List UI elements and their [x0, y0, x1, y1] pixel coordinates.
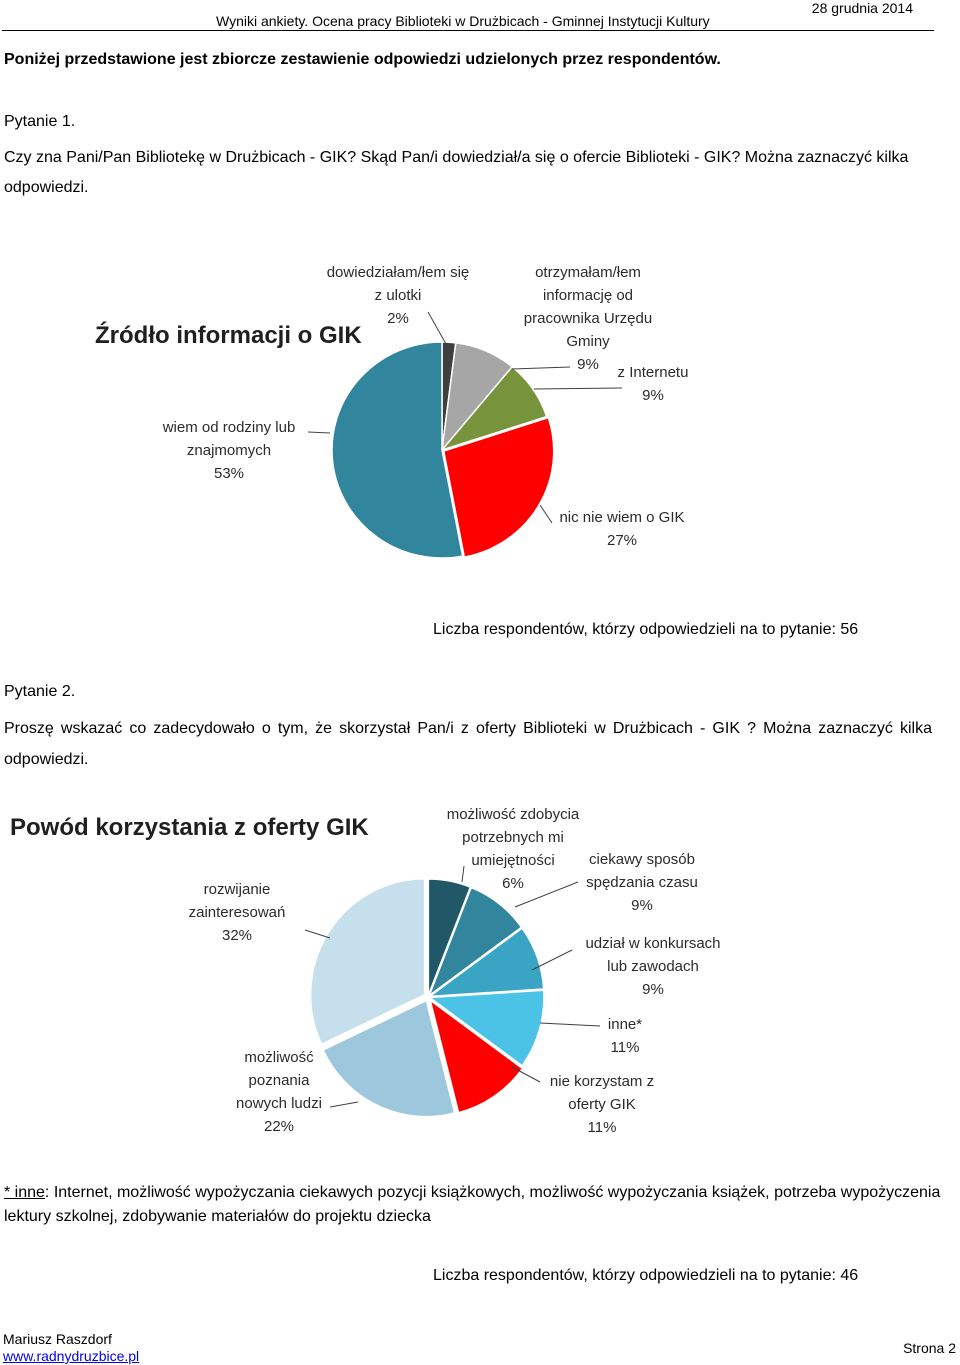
chart-2-data-label-3: inne* 11% — [608, 1016, 642, 1056]
header-divider — [2, 30, 934, 31]
chart-1-data-label-2: z Internetu 9% — [618, 364, 689, 404]
chart-2-leader-line-3 — [539, 1022, 601, 1027]
chart-2-leader-line-1 — [514, 881, 579, 908]
chart-1-leader-line-0 — [427, 311, 447, 345]
chart-reason-for-using-offer: Powód korzystania z oferty GIK możliwość… — [10, 806, 721, 1136]
chart-2-leader-line-4 — [511, 1066, 541, 1083]
question-1-text: Czy zna Pani/Pan Bibliotekę w Drużbicach… — [4, 149, 909, 196]
chart-1-data-label-0: dowiedziałam/łem się z ulotki 2% — [327, 264, 470, 327]
question-2-title: Pytanie 2. — [4, 683, 76, 700]
chart-2-slice-6 — [309, 878, 426, 1046]
chart-1-slice-4 — [331, 341, 464, 559]
chart-2-data-label-1: ciekawy sposób spędzania czasu 9% — [586, 851, 698, 914]
chart-2-data-label-0: możliwość zdobycia potrzebnych mi umiejętn… — [447, 806, 580, 892]
chart-2-data-label-2: udział w konkursach lub zawodach 9% — [585, 935, 720, 998]
footer-website-link[interactable]: www.radnydruzbice.pl — [3, 1348, 140, 1364]
chart-2-data-label-5: możliwość poznania nowych ludzi 22% — [236, 1049, 322, 1135]
chart-2-slice-4 — [429, 998, 524, 1114]
chart-1-slice-3 — [442, 416, 555, 558]
footnote-text: : Internet, możliwość wypożyczania cieka… — [4, 1184, 941, 1225]
footnote: * inne: Internet, możliwość wypożyczania… — [4, 1181, 944, 1229]
chart-2-data-label-4: nie korzystam z oferty GIK 11% — [550, 1073, 654, 1136]
footer-author: Mariusz Raszdorf — [3, 1331, 112, 1347]
chart-2-slice-5 — [322, 999, 456, 1118]
question-2-respondent-count: Liczba respondentów, którzy odpowiedziel… — [433, 1267, 859, 1284]
chart-2-slice-0 — [427, 878, 472, 996]
footer-page-number: Strona 2 — [903, 1340, 956, 1356]
chart-1-data-label-3: nic nie wiem o GIK 27% — [559, 509, 684, 549]
chart-2-leader-line-0 — [461, 865, 465, 883]
chart-2-slice-2 — [427, 927, 545, 998]
chart-2-leader-line-2 — [531, 949, 573, 971]
question-1-respondent-count: Liczba respondentów, którzy odpowiedziel… — [433, 621, 859, 638]
chart-1-data-label-4: wiem od rodziny lub znajmomych 53% — [162, 419, 296, 482]
chart-1-leader-line-4 — [307, 431, 331, 434]
question-2-text: Proszę wskazać co zadecydowało o tym, że… — [4, 720, 932, 768]
document-date: 28 grudnia 2014 — [811, 0, 913, 16]
chart-2-slice-3 — [427, 989, 545, 1067]
chart-2-title: Powód korzystania z oferty GIK — [10, 814, 369, 841]
chart-1-leader-line-2 — [533, 387, 623, 390]
chart-2-leader-line-6 — [304, 929, 331, 939]
footnote-marker: * inne — [4, 1184, 45, 1201]
chart-1-slice-2 — [439, 365, 548, 452]
question-1-title: Pytanie 1. — [4, 113, 76, 130]
chart-1-title: Źródło informacji o GIK — [95, 321, 362, 349]
chart-2-slice-1 — [427, 886, 523, 998]
chart-source-of-information: Źródło informacji o GIK dowiedziałam/łem… — [95, 264, 689, 559]
chart-1-leader-line-1 — [511, 366, 571, 370]
chart-1-leader-line-3 — [539, 504, 553, 524]
chart-2-data-label-6: rozwijanie zainteresowań 32% — [189, 881, 286, 944]
intro-text: Poniżej przedstawione jest zbiorcze zest… — [4, 51, 721, 68]
chart-1-data-label-1: otrzymałam/łem informację od pracownika Ur… — [524, 264, 652, 373]
chart-2-leader-line-5 — [329, 1101, 359, 1108]
document-header-title: Wyniki ankiety. Ocena pracy Biblioteki w… — [216, 13, 710, 29]
